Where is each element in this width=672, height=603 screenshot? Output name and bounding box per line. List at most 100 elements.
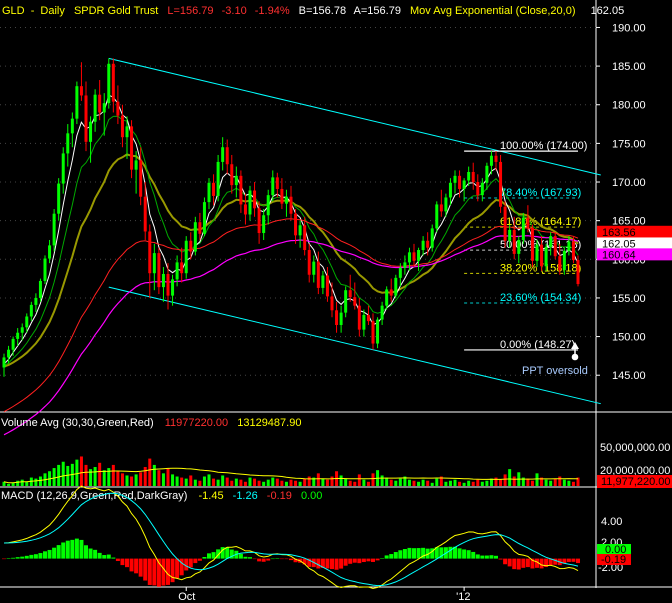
macd-histogram-bar (74, 538, 79, 559)
candle-body (558, 256, 562, 271)
volume-bar (25, 481, 29, 486)
candle-body (421, 240, 425, 251)
macd-histogram-bar (407, 547, 412, 559)
volume-bar (284, 481, 288, 486)
candle-body (98, 94, 102, 113)
volume-bar (521, 477, 525, 486)
macd-histogram-bar (84, 545, 88, 559)
macd-histogram-bar (152, 558, 157, 586)
candle-body (503, 206, 507, 241)
volume-bar (389, 479, 393, 486)
macd-histogram-bar (179, 558, 184, 576)
volume-bar (398, 478, 402, 486)
macd-histogram-bar (147, 558, 152, 585)
volume-bar (116, 471, 120, 486)
volume-bar (316, 473, 320, 486)
macd-histogram-bar (457, 548, 462, 559)
candle-body (75, 86, 79, 119)
volume-bar (175, 476, 179, 486)
macd-histogram-bar (47, 549, 52, 559)
volume-bar (84, 464, 88, 486)
volume-bar (271, 477, 275, 486)
candle-body (120, 115, 124, 138)
volume-bar (480, 481, 484, 486)
macd-histogram-bar (97, 552, 102, 559)
macd-histogram-bar (161, 558, 166, 586)
macd-line (3, 485, 579, 590)
candle-body (526, 217, 530, 228)
volume-bar (253, 478, 257, 486)
volume-bar (407, 479, 411, 486)
macd-tick: 4.00 (601, 516, 622, 528)
candle-body (376, 319, 380, 344)
volume-bar (262, 481, 266, 486)
volume-bar (385, 477, 389, 486)
candle-body (79, 86, 83, 96)
macd-histogram-bar (197, 558, 202, 561)
volume-bar (111, 464, 115, 486)
macd-histogram-bar (115, 558, 120, 562)
macd-histogram-bar (20, 556, 25, 559)
candle-body (107, 63, 111, 104)
candle-body (330, 296, 334, 311)
candle-body (298, 225, 302, 236)
macd-histogram-bar (402, 549, 407, 559)
volume-bar (403, 476, 407, 486)
candle-body (171, 279, 175, 296)
macd-histogram-bar (439, 547, 444, 559)
candle-body (161, 273, 165, 288)
volume-bar (357, 474, 361, 486)
ppt-oversold-annotation: PPT oversold (522, 342, 588, 377)
macd-histogram-bar (389, 554, 394, 559)
candle-body (462, 180, 466, 189)
macd-histogram-bar (220, 547, 225, 559)
channel-lines (108, 57, 601, 405)
volume-bar (180, 477, 184, 486)
macd-histogram-bar (156, 558, 161, 587)
volume-bar (294, 480, 298, 486)
macd-signal-line (3, 492, 579, 587)
candle-body (508, 229, 512, 241)
candle-body (52, 213, 56, 246)
macd-histogram-bar (88, 548, 93, 559)
fib-label: 61.80% (164.17) (500, 216, 581, 228)
svg-text:GLD - Daily SPDR G: GLD - Daily SPDR Gold Trust L=156.79 -3.… (2, 5, 624, 17)
volume-bar (66, 465, 70, 486)
volume-bar (152, 464, 156, 486)
macd-histogram-bar (357, 558, 362, 564)
volume-bar (161, 473, 165, 486)
macd-histogram-bar (129, 558, 134, 572)
macd-histogram-bar (393, 552, 398, 559)
macd-histogram-bar (539, 558, 544, 569)
price-tick-label: 145.00 (612, 370, 646, 382)
candle-body (134, 160, 138, 170)
volume-badge-bg (597, 475, 672, 488)
candle-body (394, 277, 398, 296)
volume-bar (34, 478, 38, 486)
candle-body (567, 241, 571, 251)
candle-body (116, 101, 120, 116)
candle-body (398, 267, 402, 278)
volume-bar (234, 478, 238, 486)
candle-body (512, 229, 516, 254)
candle-body (70, 118, 74, 134)
candle-body (111, 63, 115, 102)
candle-body (102, 103, 106, 113)
candle-body (544, 246, 548, 267)
macd-histogram-bar (325, 558, 330, 569)
volume-bar (553, 478, 557, 486)
macd-histogram-bar (434, 547, 439, 559)
macd-histogram-bar (352, 558, 357, 563)
macd-histogram-bar (466, 550, 471, 559)
candle-body (257, 208, 261, 234)
volume-bar (540, 477, 544, 486)
volume-bar (29, 477, 33, 486)
macd-histogram-bar (348, 558, 353, 564)
macd-histogram-bar (111, 557, 116, 559)
candle-body (444, 197, 448, 212)
volume-bar (471, 481, 475, 486)
candle-body (435, 204, 439, 229)
candle-body (248, 190, 252, 215)
volume-bar (458, 481, 462, 486)
volume-bar (576, 477, 580, 486)
